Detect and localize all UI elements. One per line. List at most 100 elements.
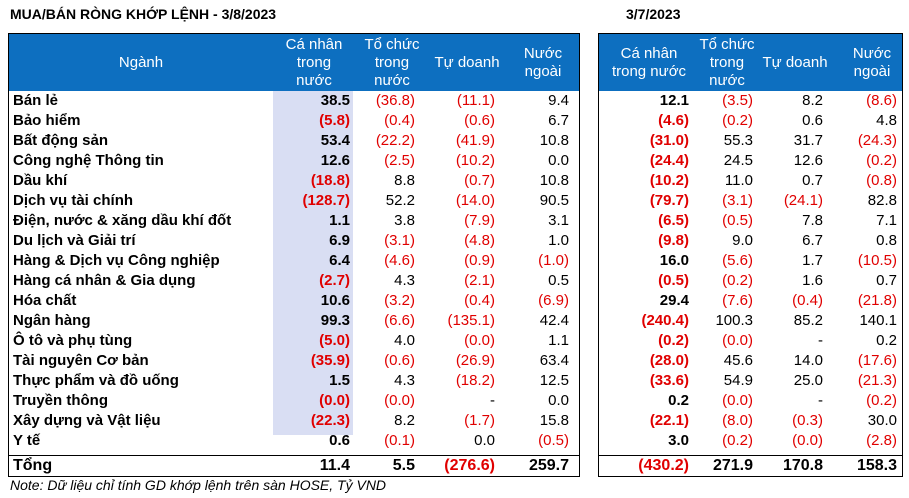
value-cell: (0.0) (722, 332, 753, 349)
total-row: (430.2) 271.9 170.8 158.3 (599, 455, 902, 476)
sector-name: Hàng & Dịch vụ Công nghiệp (13, 252, 220, 269)
total-value: 5.5 (392, 457, 415, 474)
table-row: Xây dựng và Vật liệu (22.3) 8.2 (1.7) 15.8 (9, 411, 579, 431)
value-cell: 63.4 (539, 352, 569, 369)
value-cell: 10.8 (539, 172, 569, 189)
value-cell: (0.6) (464, 112, 495, 129)
value-cell: 1.7 (802, 252, 823, 269)
value-cell: (240.4) (641, 312, 689, 329)
value-cell: 1.1 (329, 212, 350, 229)
table-row: Bảo hiểm (5.8) (0.4) (0.6) 6.7 (9, 111, 579, 131)
table-row: Điện, nước & xăng dầu khí đốt 1.1 3.8 (7.9)… (9, 211, 579, 231)
value-cell: (4.6) (384, 252, 415, 269)
value-cell: (0.5) (658, 272, 689, 289)
value-cell: (79.7) (649, 192, 689, 209)
value-cell: (18.8) (310, 172, 350, 189)
value-cell: 9.4 (548, 92, 569, 109)
value-cell: (0.3) (792, 412, 823, 429)
table-row: Bất động sản 53.4 (22.2) (41.9) 10.8 (9, 131, 579, 151)
value-cell: (22.1) (649, 412, 689, 429)
value-cell: 31.7 (793, 132, 823, 149)
value-cell: 4.3 (394, 272, 415, 289)
value-cell: (28.0) (649, 352, 689, 369)
table-row: 29.4 (7.6) (0.4) (21.8) (599, 291, 902, 311)
value-cell: 3.8 (394, 212, 415, 229)
sector-name: Tài nguyên Cơ bản (13, 352, 149, 369)
table-body: Bán lẻ 38.5 (36.8) (11.1) 9.4 Bảo hiểm (5.8) (0… (9, 91, 579, 451)
header-sector: Ngành (118, 53, 164, 71)
sector-name: Truyền thông (13, 392, 108, 409)
value-cell: (0.4) (464, 292, 495, 309)
value-cell: 1.1 (548, 332, 569, 349)
value-cell: 16.0 (659, 252, 689, 269)
table-row: 12.1 (3.5) 8.2 (8.6) (599, 91, 902, 111)
table-header: Cá nhân trong nước Tổ chức trong nước Tự… (599, 34, 902, 91)
value-cell: 52.2 (385, 192, 415, 209)
value-cell: (6.6) (384, 312, 415, 329)
value-cell: (22.2) (375, 132, 415, 149)
value-cell: 25.0 (793, 372, 823, 389)
table-header: Ngành Cá nhân trong nước Tổ chức trong n… (9, 34, 579, 91)
table-row: (33.6) 54.9 25.0 (21.3) (599, 371, 902, 391)
value-cell: 3.1 (548, 212, 569, 229)
sector-name: Bất động sản (13, 132, 109, 149)
header-proprietary: Tự doanh (762, 53, 828, 71)
value-cell: 55.3 (723, 132, 753, 149)
value-cell: 10.6 (320, 292, 350, 309)
value-cell: 0.6 (329, 432, 350, 449)
header-individual-domestic: Cá nhân trong nước (611, 44, 687, 80)
value-cell: (9.8) (658, 232, 689, 249)
value-cell: - (818, 332, 823, 349)
value-cell: 12.6 (320, 152, 350, 169)
value-cell: 1.5 (329, 372, 350, 389)
value-cell: 4.3 (394, 372, 415, 389)
table-body: 12.1 (3.5) 8.2 (8.6) (4.6) (0.2) 0.6 4.8 (31.0) 5… (599, 91, 902, 451)
sector-name: Bán lẻ (13, 92, 59, 109)
sector-name: Công nghệ Thông tin (13, 152, 164, 169)
report-title: MUA/BÁN RÒNG KHỚP LỆNH - 3/8/2023 (10, 6, 277, 22)
table-row: Y tế 0.6 (0.1) 0.0 (0.5) (9, 431, 579, 451)
table-row: Dầu khí (18.8) 8.8 (0.7) 10.8 (9, 171, 579, 191)
value-cell: (2.1) (464, 272, 495, 289)
sector-name: Y tế (13, 432, 41, 449)
value-cell: (33.6) (649, 372, 689, 389)
value-cell: (6.9) (538, 292, 569, 309)
value-cell: - (818, 392, 823, 409)
table-row: Hóa chất 10.6 (3.2) (0.4) (6.9) (9, 291, 579, 311)
value-cell: 0.7 (876, 272, 897, 289)
value-cell: (2.7) (319, 272, 350, 289)
value-cell: 12.1 (659, 92, 689, 109)
table-row: 16.0 (5.6) 1.7 (10.5) (599, 251, 902, 271)
value-cell: 54.9 (723, 372, 753, 389)
value-cell: 9.0 (732, 232, 753, 249)
value-cell: 100.3 (715, 312, 753, 329)
header-foreign: Nước ngoài (523, 44, 563, 80)
value-cell: (0.2) (722, 272, 753, 289)
value-cell: 6.7 (802, 232, 823, 249)
table-row: 0.2 (0.0) - (0.2) (599, 391, 902, 411)
sector-name: Điện, nước & xăng dầu khí đốt (13, 212, 232, 229)
value-cell: 12.5 (539, 372, 569, 389)
value-cell: 8.8 (394, 172, 415, 189)
value-cell: (7.9) (464, 212, 495, 229)
table-row: 3.0 (0.2) (0.0) (2.8) (599, 431, 902, 451)
sector-name: Xây dựng và Vật liệu (13, 412, 161, 429)
value-cell: (6.5) (658, 212, 689, 229)
total-value: 170.8 (782, 457, 823, 474)
table-row: Thực phẩm và đồ uống 1.5 4.3 (18.2) 12.5 (9, 371, 579, 391)
value-cell: 0.0 (548, 152, 569, 169)
value-cell: (0.4) (792, 292, 823, 309)
value-cell: 11.0 (724, 172, 753, 189)
value-cell: 30.0 (867, 412, 897, 429)
footnote: Note: Dữ liệu chỉ tính GD khớp lệnh trên… (10, 477, 387, 493)
sector-name: Ngân hàng (13, 312, 91, 329)
value-cell: 1.0 (548, 232, 569, 249)
value-cell: 42.4 (539, 312, 569, 329)
value-cell: (3.5) (722, 92, 753, 109)
value-cell: 38.5 (320, 92, 350, 109)
value-cell: 85.2 (793, 312, 823, 329)
value-cell: 7.1 (876, 212, 897, 229)
value-cell: (0.1) (384, 432, 415, 449)
table-row: (28.0) 45.6 14.0 (17.6) (599, 351, 902, 371)
value-cell: (0.0) (792, 432, 823, 449)
